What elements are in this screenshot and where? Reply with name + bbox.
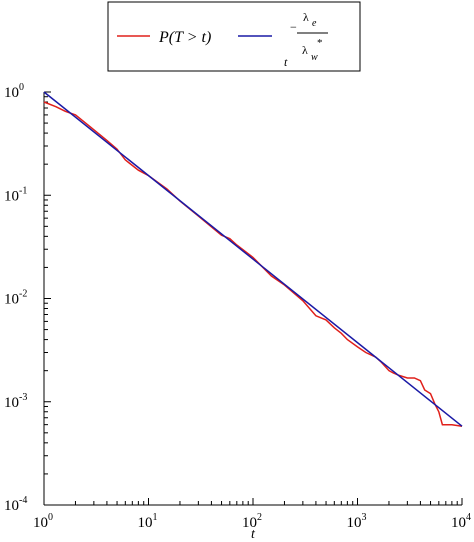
minor-ticks — [44, 96, 458, 505]
legend: P(T > t) − λ e λ * w t — [107, 1, 361, 72]
series-line-power-law — [43, 91, 463, 427]
legend-num-lambda: λ — [303, 10, 309, 24]
y-tick-label: 10-4 — [4, 495, 27, 514]
legend-den-sub: w — [311, 52, 318, 63]
x-tick-label: 102 — [242, 512, 262, 531]
x-axis-title: t — [251, 527, 256, 542]
legend-den-lambda: λ — [302, 43, 308, 57]
series-line-survival — [43, 101, 463, 427]
x-tick-label: 100 — [33, 512, 53, 531]
major-ticks — [43, 91, 463, 506]
legend-label-power-law: − λ e λ * w t — [284, 10, 328, 69]
legend-den-sup: * — [317, 37, 323, 49]
y-tick-label: 10-2 — [4, 289, 27, 308]
legend-num-sub: e — [312, 18, 317, 29]
y-tick-label: 100 — [4, 82, 24, 101]
legend-label-survival: P(T > t) — [158, 29, 211, 46]
x-tick-label: 104 — [451, 512, 471, 531]
x-tick-label: 103 — [347, 512, 367, 531]
y-tick-label: 10-3 — [4, 392, 27, 411]
x-tick-label: 101 — [138, 512, 158, 531]
legend-minus: − — [290, 20, 297, 34]
tick-labels: 100 101 102 103 104 100 10-1 10-2 10-3 10-4 — [4, 82, 471, 531]
y-tick-label: 10-1 — [4, 185, 27, 204]
legend-base-t: t — [284, 55, 288, 69]
